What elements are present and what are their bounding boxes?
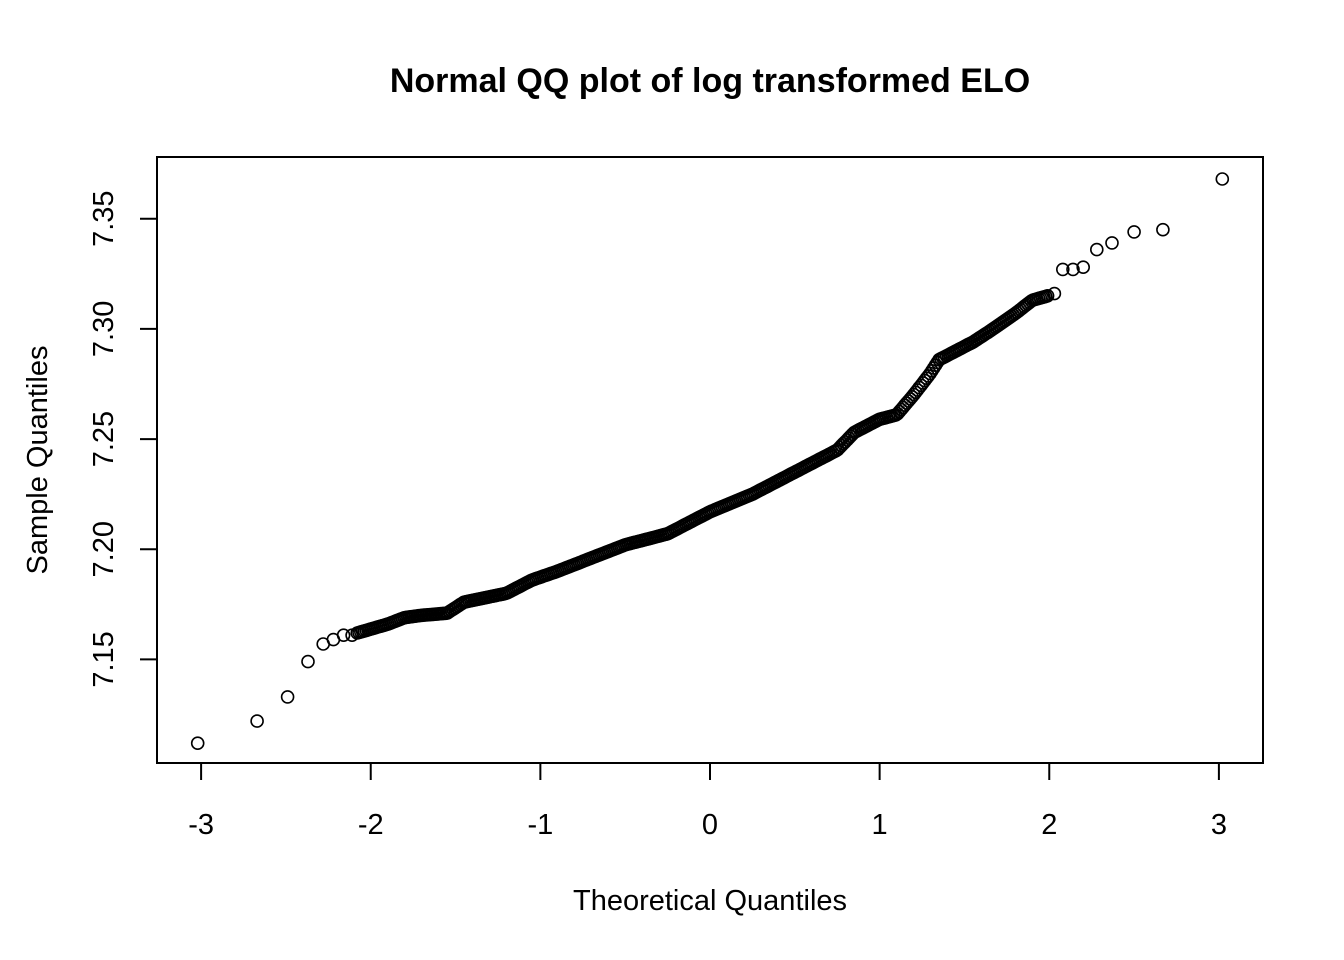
data-point: [190, 736, 205, 751]
data-point: [1090, 242, 1104, 257]
data-point: [336, 628, 351, 643]
y-tick-label: 7.30: [88, 301, 120, 357]
data-point: [280, 690, 295, 704]
y-tick-label: 7.15: [88, 631, 120, 687]
data-point: [1056, 262, 1070, 277]
x-tick-label: 1: [872, 809, 888, 841]
y-tick-label: 7.25: [88, 411, 120, 467]
data-point: [301, 654, 315, 669]
x-axis: -3 -2 -1 0 1 2 3: [188, 762, 1227, 841]
data-point: [1105, 236, 1119, 250]
y-tick-label: 7.20: [88, 521, 120, 577]
data-point: [250, 714, 264, 728]
data-point: [1215, 172, 1230, 186]
data-point: [1127, 225, 1141, 239]
y-tick-label: 7.35: [88, 190, 120, 246]
x-axis-label: Theoretical Quantiles: [573, 885, 847, 917]
x-tick-label: -3: [188, 809, 214, 841]
data-point: [1040, 288, 1055, 303]
x-tick-label: -2: [358, 809, 384, 841]
x-tick-label: -1: [527, 809, 553, 841]
chart-title: Normal QQ plot of log transformed ELO: [390, 62, 1030, 100]
x-tick-label: 2: [1041, 809, 1057, 841]
y-axis-label: Sample Quantiles: [22, 346, 54, 575]
x-tick-label: 3: [1211, 809, 1227, 841]
data-points: [190, 172, 1230, 751]
plot-frame: [156, 156, 1264, 764]
x-tick-label: 0: [702, 809, 718, 841]
data-point: [1066, 262, 1080, 277]
data-point: [1156, 222, 1170, 237]
y-axis: 7.15 7.20 7.25 7.30 7.35: [88, 190, 158, 688]
data-point: [1076, 260, 1090, 275]
